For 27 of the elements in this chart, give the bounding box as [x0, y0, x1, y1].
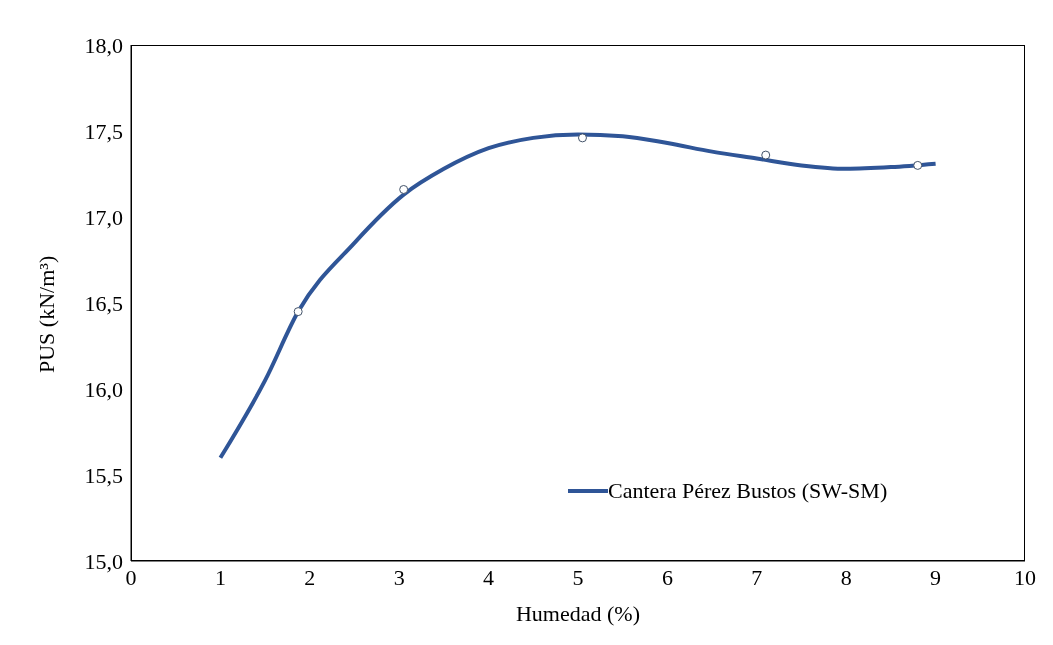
y-tick-label: 16,5 [84, 290, 123, 316]
x-tick-label: 1 [214, 564, 226, 590]
y-tick-label: 15,0 [84, 548, 123, 574]
point [761, 150, 771, 160]
x-tick-label: 0 [125, 564, 137, 590]
x-tick-label: 4 [483, 564, 495, 590]
legend-label: Cantera Pérez Bustos (SW-SM) [608, 478, 888, 504]
point [577, 133, 587, 143]
line-series [218, 132, 938, 460]
point [293, 307, 303, 317]
y-tick-label: 17,0 [84, 204, 123, 230]
x-tick-label: 5 [572, 564, 584, 590]
point [399, 184, 409, 194]
x-tick-label: 3 [393, 564, 405, 590]
y-tick-label: 15,5 [84, 462, 123, 488]
x-tick-label: 7 [751, 564, 763, 590]
x-tick-label: 9 [930, 564, 942, 590]
y-tick-label: 16,0 [84, 376, 123, 402]
x-axis-title: Humedad (%) [515, 601, 641, 626]
y-tick-label: 17,5 [84, 118, 123, 144]
point [913, 160, 923, 170]
x-tick-label: 8 [840, 564, 852, 590]
x-tick-label: 2 [304, 564, 316, 590]
x-tick-label: 6 [661, 564, 673, 590]
x-tick-label: 10 [1014, 564, 1036, 590]
y-tick-label: 18,0 [84, 32, 123, 58]
y-axis-title: PUS (kN/m³) [33, 255, 59, 373]
